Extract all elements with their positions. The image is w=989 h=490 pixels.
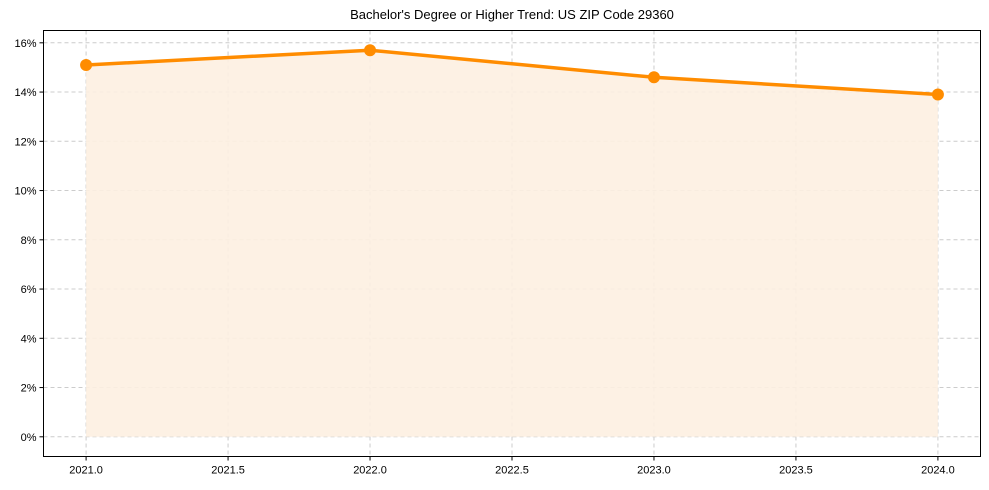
y-axis: 0% 2% 4% 6% 8% 10% 12% 14% 16% [14, 38, 44, 444]
x-tick-label: 2022.5 [495, 465, 529, 477]
x-tick-label: 2024.0 [921, 465, 955, 477]
y-tick-label: 16% [14, 38, 36, 50]
x-tick-label: 2023.5 [779, 465, 813, 477]
data-point [364, 44, 377, 57]
x-tick-label: 2023.0 [637, 465, 671, 477]
y-tick-label: 14% [14, 87, 36, 99]
y-tick-label: 10% [14, 186, 36, 198]
x-tick-label: 2021.0 [69, 465, 103, 477]
area-fill [86, 50, 938, 437]
x-tick-label: 2022.0 [353, 465, 387, 477]
y-tick-label: 12% [14, 136, 36, 148]
data-point [931, 88, 944, 101]
trend-line [85, 48, 939, 97]
data-markers [80, 44, 944, 101]
chart-title: Bachelor's Degree or Higher Trend: US ZI… [350, 7, 674, 22]
y-tick-label: 6% [21, 284, 37, 296]
y-tick-label: 2% [21, 383, 37, 395]
x-tick-label: 2021.5 [211, 465, 245, 477]
data-point [80, 58, 93, 71]
y-tick-label: 4% [21, 333, 37, 345]
y-tick-label: 0% [21, 432, 37, 444]
y-tick-label: 8% [21, 235, 37, 247]
x-axis: 2021.0 2021.5 2022.0 2022.5 2023.0 2023.5 2024… [69, 456, 955, 477]
data-point [647, 71, 660, 84]
